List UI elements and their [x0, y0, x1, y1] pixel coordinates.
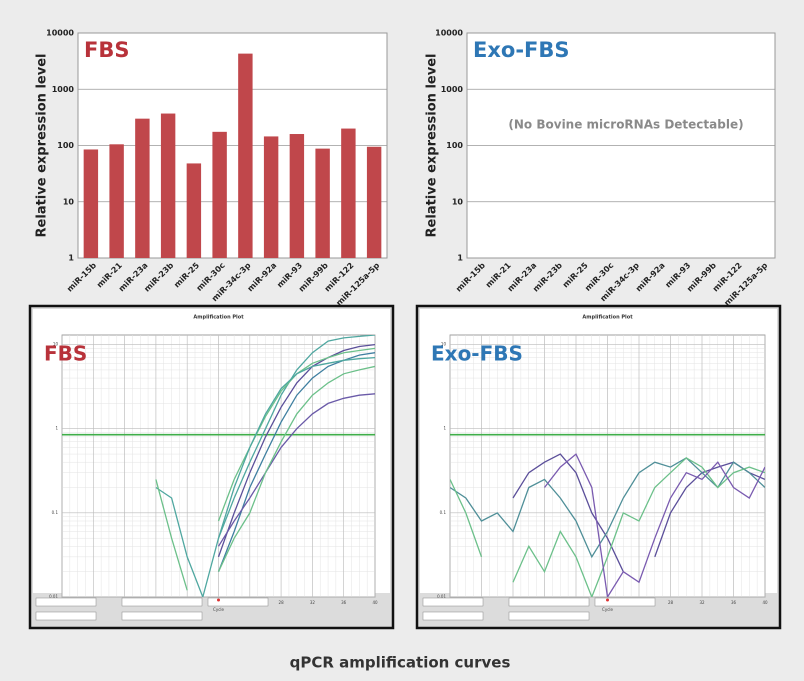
- plot-title: Amplification Plot: [193, 315, 244, 321]
- y-tick-label: 0.01: [437, 594, 446, 599]
- x-tick-label: 32: [699, 600, 705, 605]
- bar: [186, 163, 202, 258]
- x-tick-label: 32: [310, 600, 316, 605]
- amplification-curve: [217, 335, 375, 539]
- dropdown: [121, 611, 203, 621]
- marker: [606, 598, 609, 602]
- dropdown: [594, 597, 656, 607]
- dropdown: [207, 597, 269, 607]
- y-tick-label: 1000: [441, 85, 464, 94]
- x-tick-label: 40: [762, 600, 768, 605]
- dropdown: [35, 597, 97, 607]
- y-tick-label: 1: [55, 426, 58, 431]
- dropdown: [121, 597, 203, 607]
- bar: [109, 144, 124, 258]
- panel-label: FBS: [84, 38, 129, 62]
- dropdown: [508, 611, 590, 621]
- panel-label: FBS: [44, 342, 87, 366]
- bar: [238, 53, 253, 258]
- x-tick-label: 40: [372, 600, 378, 605]
- plot-title: Amplification Plot: [582, 315, 633, 321]
- curves: [450, 433, 765, 597]
- x-tick-label: 28: [668, 600, 674, 605]
- panel-label: Exo-FBS: [473, 38, 570, 62]
- amplification-curve: [217, 352, 375, 572]
- y-tick-label: 100: [57, 141, 74, 150]
- amplification-curve: [217, 343, 375, 558]
- y-tick-label: 10000: [435, 29, 463, 38]
- y-tick-label: 0.01: [49, 594, 58, 599]
- annotation: (No Bovine microRNAs Detectable): [508, 118, 743, 132]
- y-tick-label: 0.1: [440, 510, 447, 515]
- curves: [62, 335, 375, 597]
- y-tick-label: 10: [63, 197, 75, 206]
- x-axis-label: Cycle: [213, 607, 224, 612]
- y-tick-label: 100: [446, 141, 463, 150]
- y-tick-label: 1000: [52, 85, 75, 94]
- dropdown: [422, 611, 484, 621]
- y-tick-label: 1: [68, 254, 74, 263]
- y-tick-label: 10: [441, 342, 447, 347]
- x-tick-label: 36: [341, 600, 347, 605]
- y-tick-label: 10000: [46, 29, 74, 38]
- x-tick-label: 36: [731, 600, 737, 605]
- bar: [83, 149, 99, 258]
- caption: qPCR amplification curves: [290, 654, 511, 672]
- y-tick-label: 1: [443, 426, 446, 431]
- dropdown: [508, 597, 590, 607]
- bar: [160, 113, 176, 258]
- x-axis-label: Cycle: [602, 607, 613, 612]
- panel-label: Exo-FBS: [431, 342, 523, 366]
- y-tick-label: 10: [53, 342, 59, 347]
- bar: [135, 118, 150, 258]
- y-tick-label: 10: [452, 197, 464, 206]
- bar: [212, 131, 227, 258]
- amplification-curve: [217, 393, 375, 547]
- y-tick-label: 1: [457, 254, 463, 263]
- y-axis-label: Relative expression level: [35, 54, 50, 238]
- y-tick-label: 0.1: [52, 510, 59, 515]
- x-tick-label: 28: [279, 600, 285, 605]
- bar: [263, 136, 279, 258]
- dropdown: [422, 597, 484, 607]
- bar: [289, 134, 305, 258]
- bar: [341, 128, 356, 258]
- amplification-curve: [155, 365, 375, 591]
- amplification-curve: [155, 356, 375, 597]
- bar: [366, 146, 382, 258]
- amplification-curve: [450, 457, 765, 559]
- dropdown: [35, 611, 97, 621]
- amplification-curve: [450, 457, 765, 597]
- marker: [217, 598, 220, 602]
- bar: [315, 148, 330, 258]
- amplification-curve: [543, 453, 765, 597]
- y-axis-label: Relative expression level: [425, 54, 440, 238]
